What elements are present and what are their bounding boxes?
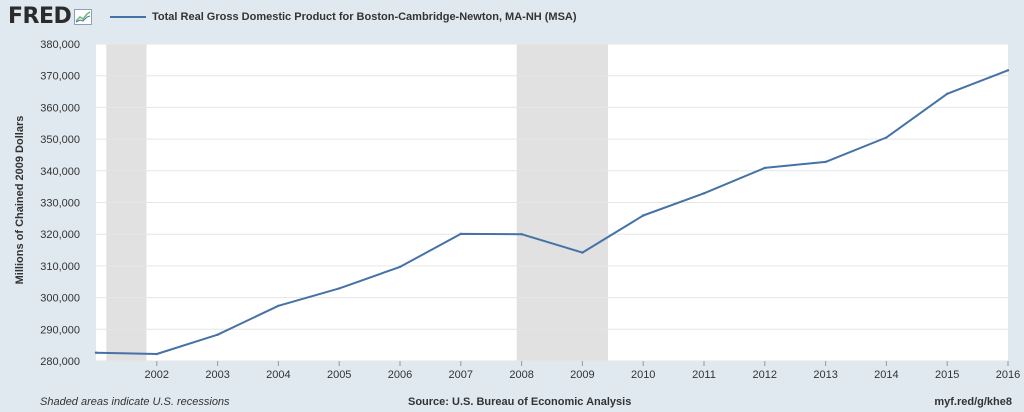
data-point — [338, 287, 341, 290]
x-tick-label: 2012 — [753, 369, 777, 381]
logo-text: FRED — [8, 4, 72, 29]
x-tick-label: 2002 — [145, 369, 169, 381]
x-tick-label: 2009 — [570, 369, 594, 381]
data-point — [581, 251, 584, 254]
x-tick-label: 2008 — [509, 369, 533, 381]
y-tick-label: 310,000 — [40, 261, 80, 273]
x-tick-label: 2006 — [388, 369, 412, 381]
y-tick-label: 280,000 — [40, 356, 80, 368]
x-tick-label: 2016 — [996, 369, 1020, 381]
y-tick-label: 320,000 — [40, 229, 80, 241]
y-tick-label: 380,000 — [40, 39, 80, 51]
x-tick-label: 2015 — [935, 369, 959, 381]
y-axis-label: Millions of Chained 2009 Dollars — [14, 115, 26, 285]
data-point — [702, 192, 706, 195]
data-point — [642, 214, 645, 217]
recession-note: Shaded areas indicate U.S. recessions — [40, 396, 230, 408]
x-tick-label: 2007 — [449, 369, 473, 381]
data-point — [459, 232, 462, 236]
fred-logo[interactable]: FRED — [8, 4, 93, 29]
y-tick-label: 340,000 — [40, 166, 80, 178]
legend-label: Total Real Gross Domestic Product for Bo… — [152, 11, 577, 23]
chart-line-icon — [74, 8, 93, 25]
y-tick-label: 360,000 — [40, 102, 80, 114]
data-point — [1006, 69, 1010, 72]
data-point — [885, 136, 888, 139]
y-tick-label: 350,000 — [40, 134, 80, 146]
x-tick-label: 2003 — [205, 369, 229, 381]
x-tick-label: 2004 — [266, 369, 290, 381]
data-point — [398, 265, 402, 269]
data-point — [277, 304, 280, 308]
y-tick-label: 370,000 — [40, 71, 80, 83]
data-point — [946, 92, 949, 95]
y-tick-label: 290,000 — [40, 324, 80, 336]
x-tick-label: 2010 — [631, 369, 655, 381]
x-tick-label: 2005 — [327, 369, 351, 381]
series-line — [95, 69, 1009, 355]
y-tick-label: 330,000 — [40, 198, 80, 210]
short-url[interactable]: myf.red/g/khe8 — [934, 396, 1012, 408]
x-tick-label: 2014 — [874, 369, 898, 381]
y-tick-label: 300,000 — [40, 293, 80, 305]
source-text: Source: U.S. Bureau of Economic Analysis — [408, 396, 632, 408]
legend: Total Real Gross Domestic Product for Bo… — [110, 11, 577, 23]
legend-swatch — [110, 16, 146, 18]
data-point — [155, 352, 158, 356]
x-tick-label: 2011 — [692, 369, 716, 381]
chart-header: FRED Total Real Gross Domestic Product f… — [0, 0, 1024, 36]
data-point — [824, 160, 827, 164]
data-point — [520, 233, 523, 236]
data-point — [763, 166, 766, 170]
x-tick-label: 2013 — [813, 369, 837, 381]
data-point — [94, 351, 98, 354]
data-point — [216, 333, 219, 336]
